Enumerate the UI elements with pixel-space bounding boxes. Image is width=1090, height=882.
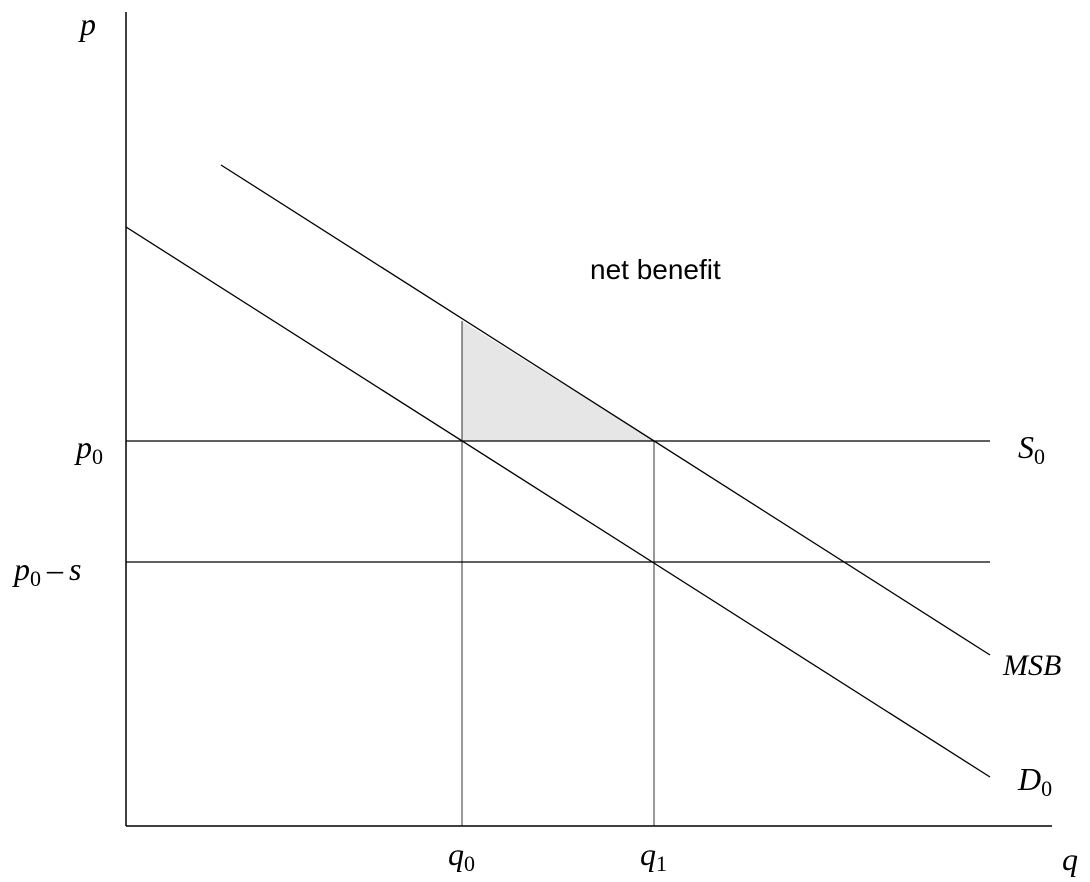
demand-curve-d0 — [125, 226, 991, 778]
msb-curve — [220, 164, 991, 656]
y-axis-label: p — [78, 6, 96, 42]
quantity-label-q1: q1 — [640, 836, 667, 876]
msb-label: MSB — [1002, 649, 1061, 682]
price-label-p0: p0 — [74, 429, 103, 469]
demand-label-d0: D0 — [1017, 761, 1052, 801]
quantity-label-q0: q0 — [448, 836, 475, 876]
x-axis-label: q — [1062, 841, 1078, 877]
price-label-p0-minus-s: p0– s — [12, 551, 81, 591]
supply-label-s0: S0 — [1018, 429, 1045, 469]
net-benefit-label: net benefit — [590, 254, 721, 285]
